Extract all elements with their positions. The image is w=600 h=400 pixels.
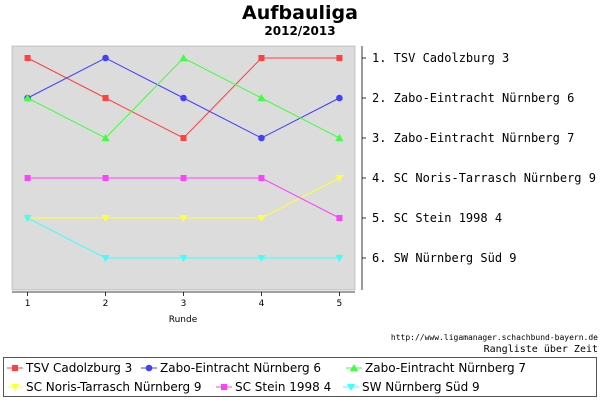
legend-label: Zabo-Eintracht Nürnberg 6 bbox=[160, 361, 322, 375]
plot-area: 1 2 3 4 5 1. TSV Cadolzburg 3 2. Zabo-Eintrac… bbox=[11, 45, 596, 325]
legend-label: SC Stein 1998 4 bbox=[235, 380, 332, 394]
chart-title: Aufbauliga bbox=[242, 2, 358, 24]
series-3 bbox=[23, 54, 344, 141]
x-tick-label: 2 bbox=[103, 299, 109, 309]
data-point bbox=[258, 175, 265, 181]
chart-subtitle: 2012/2013 bbox=[264, 24, 336, 38]
data-point bbox=[179, 54, 188, 61]
legend-item: SC Stein 1998 4 bbox=[216, 378, 331, 396]
series-4 bbox=[23, 175, 344, 222]
data-point bbox=[257, 94, 266, 101]
legend-label: SW Nürnberg Süd 9 bbox=[362, 380, 480, 394]
data-point bbox=[24, 175, 31, 181]
legend-marker bbox=[347, 384, 355, 391]
rank-axis: 1. TSV Cadolzburg 3 2. Zabo-Eintracht Nür… bbox=[361, 46, 596, 290]
data-point bbox=[180, 135, 187, 141]
data-point bbox=[336, 94, 343, 102]
legend-item: Zabo-Eintracht Nürnberg 6 bbox=[141, 359, 321, 377]
data-point bbox=[101, 215, 110, 222]
data-point bbox=[180, 175, 187, 181]
legend-label: SC Noris-Tarrasch Nürnberg 9 bbox=[26, 380, 202, 394]
data-point bbox=[258, 55, 265, 61]
data-point bbox=[336, 55, 343, 61]
data-point bbox=[24, 55, 31, 61]
data-point bbox=[335, 255, 344, 262]
chart-note: Rangliste über Zeit bbox=[483, 344, 598, 355]
source-url[interactable]: http://www.ligamanager.schachbund-bayern… bbox=[390, 333, 598, 342]
legend-item: Zabo-Eintracht Nürnberg 7 bbox=[346, 359, 526, 377]
data-point bbox=[101, 134, 110, 141]
data-point bbox=[102, 54, 109, 62]
data-point bbox=[102, 95, 109, 101]
legend-swatch bbox=[216, 384, 232, 390]
data-point bbox=[102, 175, 109, 181]
rank-label: 3. Zabo-Eintracht Nürnberg 7 bbox=[372, 131, 574, 145]
legend-label: Zabo-Eintracht Nürnberg 7 bbox=[365, 361, 527, 375]
data-point bbox=[335, 175, 344, 182]
data-point bbox=[179, 215, 188, 222]
data-point bbox=[258, 134, 265, 142]
legend: TSV Cadolzburg 3 Zabo-Eintracht Nürnberg … bbox=[3, 357, 597, 397]
data-point bbox=[335, 134, 344, 141]
series-6 bbox=[23, 215, 344, 262]
x-tick-label: 4 bbox=[259, 299, 265, 309]
x-tick-label: 3 bbox=[181, 299, 187, 309]
legend-swatch bbox=[7, 384, 23, 391]
series-layer bbox=[23, 54, 344, 262]
data-point bbox=[180, 94, 187, 102]
data-point bbox=[23, 215, 32, 222]
data-point bbox=[23, 94, 32, 101]
series-1 bbox=[24, 55, 343, 141]
plot-background bbox=[11, 45, 356, 291]
x-axis: 1 2 3 4 5 bbox=[12, 291, 355, 309]
legend-marker bbox=[350, 364, 358, 371]
legend-marker bbox=[12, 365, 18, 371]
data-point bbox=[101, 255, 110, 262]
rank-label: 6. SW Nürnberg Süd 9 bbox=[372, 251, 517, 265]
rank-label: 2. Zabo-Eintracht Nürnberg 6 bbox=[372, 91, 574, 105]
legend-swatch bbox=[7, 365, 23, 371]
legend-marker bbox=[11, 384, 19, 391]
legend-label: TSV Cadolzburg 3 bbox=[26, 361, 133, 375]
data-point bbox=[257, 255, 266, 262]
legend-marker bbox=[221, 384, 227, 390]
legend-swatch bbox=[141, 364, 157, 372]
x-tick-label: 1 bbox=[25, 299, 31, 309]
x-tick-label: 5 bbox=[337, 299, 343, 309]
legend-swatch bbox=[343, 384, 359, 391]
legend-item: TSV Cadolzburg 3 bbox=[7, 359, 132, 377]
x-axis-label: Runde bbox=[169, 315, 198, 325]
data-point bbox=[336, 215, 343, 221]
data-point bbox=[179, 255, 188, 262]
legend-item: SC Noris-Tarrasch Nürnberg 9 bbox=[7, 378, 202, 396]
legend-swatch bbox=[346, 364, 362, 371]
rank-label: 1. TSV Cadolzburg 3 bbox=[372, 51, 509, 65]
legend-item: SW Nürnberg Süd 9 bbox=[343, 378, 480, 396]
legend-marker bbox=[145, 364, 153, 372]
rank-label: 4. SC Noris-Tarrasch Nürnberg 9 bbox=[372, 171, 596, 185]
data-point bbox=[257, 215, 266, 222]
rank-label: 5. SC Stein 1998 4 bbox=[372, 211, 502, 225]
series-5 bbox=[24, 175, 343, 221]
